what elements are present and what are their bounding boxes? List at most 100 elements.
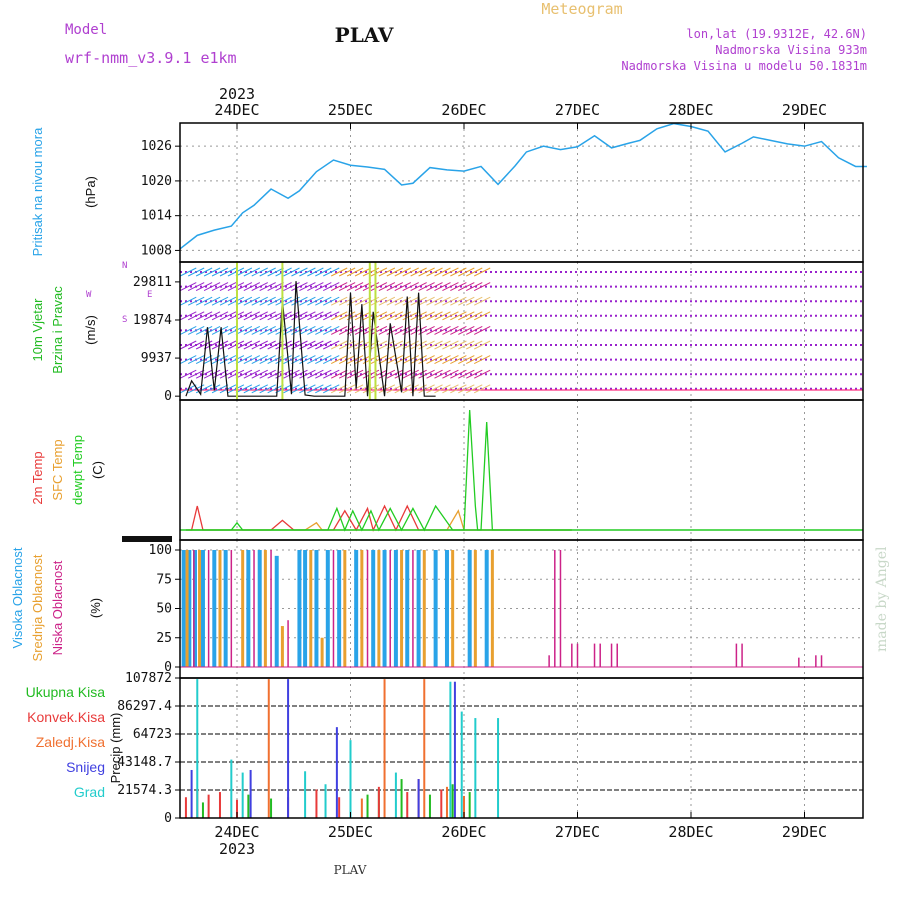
clouds-tick-label: 75 xyxy=(156,572,172,587)
wind-barb xyxy=(410,340,427,350)
precip-legend-item: Grad xyxy=(74,784,105,800)
wind-barb xyxy=(243,369,261,379)
wind-barb xyxy=(291,355,308,365)
wind-barb xyxy=(338,296,356,306)
wind-barb xyxy=(180,296,197,306)
cloud-bar xyxy=(798,657,800,667)
wind-barb xyxy=(219,355,237,365)
precip-bar xyxy=(267,679,270,818)
wind-barb xyxy=(315,340,332,350)
cloud-bar xyxy=(343,550,347,667)
wind-barb xyxy=(180,325,197,335)
wind-barb xyxy=(386,296,404,306)
wind-barb xyxy=(227,267,245,277)
cloud-bar xyxy=(230,550,233,667)
wind-barb xyxy=(338,267,356,277)
precip-bar xyxy=(449,681,452,818)
pressure-ylabel: Pritisak na nivou mora xyxy=(30,127,45,256)
precip-bar xyxy=(474,718,477,818)
wind-barb xyxy=(323,296,340,306)
wind-barb xyxy=(275,267,292,277)
wind-barb xyxy=(442,325,459,335)
wind-barb xyxy=(473,369,491,379)
date-label-bottom: 28DEC xyxy=(668,823,713,841)
wind-barb xyxy=(235,369,253,379)
altitude-text: Nadmorska Visina 933m xyxy=(715,43,867,57)
cloud-bar xyxy=(405,550,410,667)
wind-ylabel-2: Brzina i Pravac xyxy=(50,286,65,374)
wind-barb xyxy=(434,384,451,394)
wind-barb xyxy=(426,355,443,365)
precip-bar xyxy=(451,784,454,818)
precip-bar xyxy=(463,795,465,818)
wind-barb xyxy=(251,384,268,394)
wind-barb xyxy=(450,282,467,292)
wind-barb xyxy=(442,282,459,292)
wind-barb xyxy=(370,384,388,394)
wind-barb xyxy=(402,296,419,306)
cloud-bar xyxy=(400,550,404,667)
wind-barb xyxy=(394,267,411,277)
cloud-bar xyxy=(287,620,289,667)
wind-barb xyxy=(251,325,268,335)
wind-barb xyxy=(283,369,300,379)
pressure-tick-label: 1026 xyxy=(141,139,172,154)
wind-barb xyxy=(211,325,229,335)
wind-barb xyxy=(434,296,451,306)
temp-unit: (C) xyxy=(90,461,105,479)
wind-barb xyxy=(267,296,284,306)
wind-barb xyxy=(307,325,324,335)
date-label-top: 28DEC xyxy=(668,101,713,119)
footer-station: PLAV xyxy=(334,863,367,877)
wind-barb xyxy=(394,296,411,306)
wind-barb xyxy=(330,325,348,335)
precip-bar xyxy=(383,679,386,818)
precip-tick-label: 21574.3 xyxy=(117,783,172,798)
wind-barb xyxy=(180,282,197,292)
wind-barb xyxy=(466,340,483,350)
precip-bar xyxy=(497,718,500,818)
wind-barb xyxy=(251,282,268,292)
year-label-top: 2023 xyxy=(219,85,255,103)
wind-barb xyxy=(243,267,261,277)
wind-barb xyxy=(243,384,261,394)
cloud-bar xyxy=(473,550,477,667)
wind-barb xyxy=(458,296,475,306)
wind-barb xyxy=(386,267,404,277)
wind-barb xyxy=(315,311,332,321)
wind-barb xyxy=(315,296,332,306)
wind-barb xyxy=(394,282,411,292)
precip-bar xyxy=(366,794,369,818)
wind-barb xyxy=(450,267,467,277)
cloud-bar xyxy=(332,550,335,667)
cloud-bar xyxy=(382,550,387,667)
temp-ylabel-2m: 2m Temp xyxy=(30,451,45,504)
wind-barb xyxy=(259,355,276,365)
wind-barb xyxy=(251,311,268,321)
wind-barb xyxy=(330,369,348,379)
wind-barb xyxy=(299,369,316,379)
wind-barb xyxy=(434,325,451,335)
precip-bar xyxy=(349,740,352,818)
cloud-bar xyxy=(337,550,342,667)
wind-barb xyxy=(418,369,435,379)
precip-bar xyxy=(400,779,403,818)
wind-barb xyxy=(418,296,435,306)
precip-bar xyxy=(338,797,341,818)
wind-barb xyxy=(378,311,396,321)
cloud-bar xyxy=(303,550,308,667)
precip-bar xyxy=(335,727,338,818)
precip-bar xyxy=(460,711,463,818)
cloud-bar xyxy=(548,655,550,667)
wind-barb xyxy=(275,340,292,350)
wind-barb xyxy=(370,369,388,379)
wind-barb xyxy=(323,282,340,292)
precip-bar xyxy=(230,759,233,818)
cloud-bar xyxy=(422,550,426,667)
wind-barb xyxy=(434,369,451,379)
wind-barb xyxy=(307,267,324,277)
wind-barb xyxy=(259,282,276,292)
cloud-bar xyxy=(309,550,313,667)
cloud-bar xyxy=(198,550,202,667)
wind-barb xyxy=(219,311,237,321)
